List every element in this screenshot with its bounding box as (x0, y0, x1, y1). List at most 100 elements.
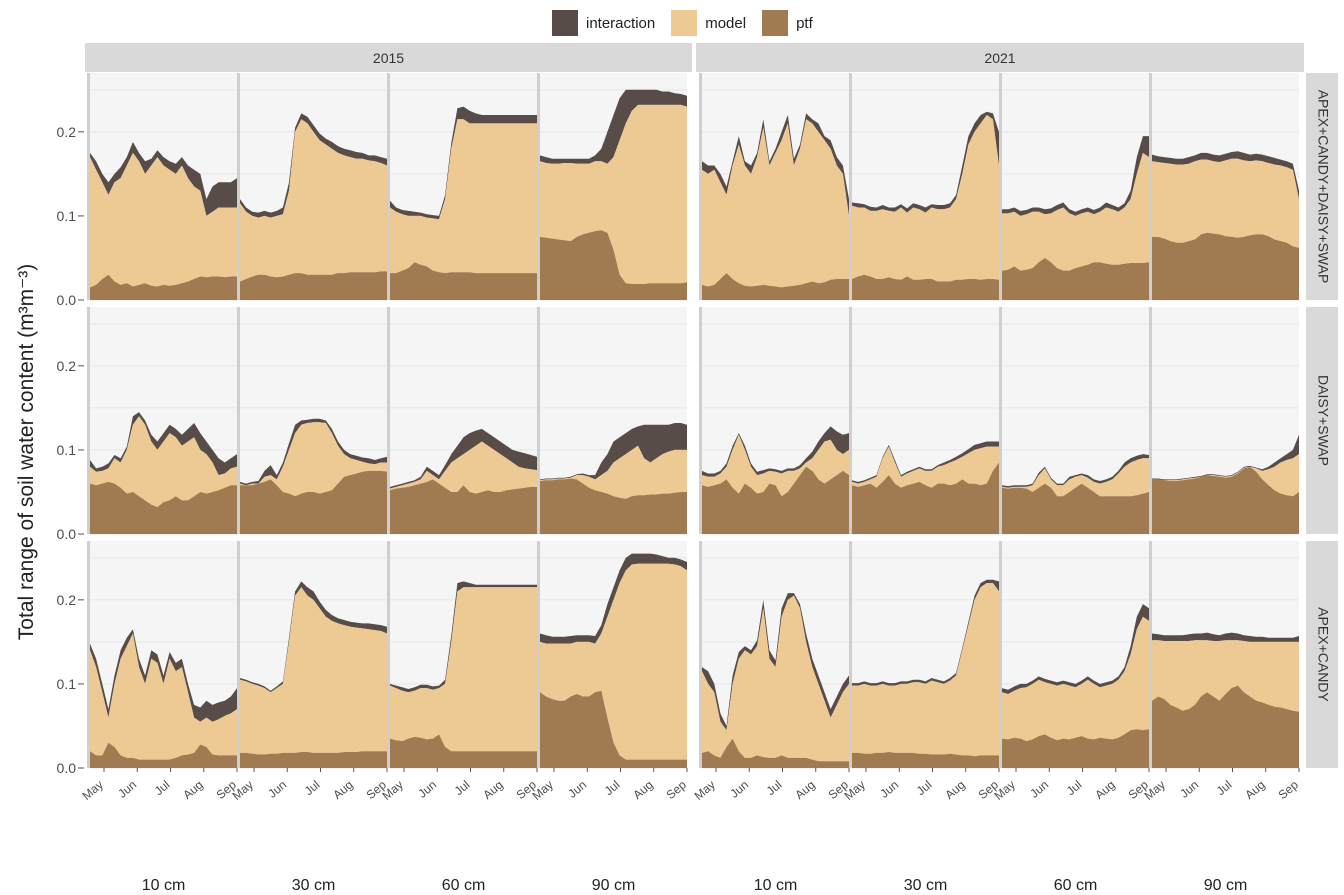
year-strip-2015 (85, 43, 692, 72)
depth-label: 10 cm (142, 877, 186, 894)
y-axis-title: Total range of soil water content (m³m⁻³… (15, 264, 38, 640)
x-tick-label: Aug (480, 778, 505, 802)
ptf-area (90, 274, 237, 300)
y-tick-label: 0.0 (57, 760, 77, 776)
panel-2-2021-90cm (1149, 541, 1299, 769)
model-area (1002, 616, 1149, 742)
row-strip-1 (1306, 307, 1338, 534)
model-area (1152, 158, 1299, 248)
panel-0-2021-10cm (699, 73, 849, 301)
depth-label: 60 cm (1054, 877, 1098, 894)
x-tick-label: Jul (914, 778, 935, 799)
model-area (90, 416, 237, 508)
x-tick-label: Jul (452, 778, 473, 799)
x-tick-label: Jul (764, 778, 785, 799)
ptf-area (702, 273, 849, 300)
depth-label: 90 cm (1204, 877, 1248, 894)
panel-1-2021-90cm (1149, 307, 1299, 535)
interaction-area (1152, 151, 1299, 200)
depth-label: 60 cm (442, 877, 486, 894)
x-tick-label: Sep (1276, 777, 1302, 802)
x-tick-label: Jun (727, 778, 751, 801)
x-tick-label: Jul (1214, 778, 1235, 799)
x-tick-label: Jun (1027, 778, 1051, 801)
x-tick-label: May (530, 778, 556, 803)
x-tick-label: Aug (330, 778, 355, 802)
ptf-area (390, 479, 537, 534)
interaction-area (540, 423, 687, 481)
model-area (240, 119, 387, 282)
y-tick-label: 0.0 (57, 292, 77, 308)
row-strip-0 (1306, 73, 1338, 300)
panel-2-2015-30cm (237, 541, 387, 769)
ptf-area (240, 470, 387, 534)
interaction-area (540, 553, 687, 644)
x-tick-label: May (380, 778, 406, 803)
ptf-area (852, 752, 999, 768)
x-tick-label: Aug (1092, 778, 1117, 802)
ptf-area (240, 751, 387, 768)
panel-0-2015-60cm (387, 73, 537, 301)
interaction-area (852, 441, 999, 484)
panel-1-2021-30cm (849, 307, 999, 535)
panel-2-2021-10cm (699, 541, 849, 769)
legend-label-model: model (705, 14, 747, 32)
model-area (390, 587, 537, 752)
x-tick-label: May (842, 778, 868, 803)
panel-2-2021-60cm (999, 541, 1149, 769)
legend-label-ptf: ptf (796, 14, 813, 32)
model-area (240, 422, 387, 497)
x-tick-label: Jun (265, 778, 289, 801)
interaction-area (1152, 632, 1299, 642)
x-tick-label: Jun (877, 778, 901, 801)
ptf-area (1152, 232, 1299, 300)
x-tick-label: Jun (1177, 778, 1201, 801)
interaction-area (390, 106, 537, 220)
model-area (702, 119, 849, 288)
y-tick-label: 0.1 (57, 676, 77, 692)
row-strip-label-2: APEX+CANDY (1315, 607, 1331, 702)
year-strip-label-2021: 2021 (984, 50, 1015, 66)
x-tick-label: May (80, 778, 106, 803)
ptf-area (852, 462, 999, 534)
panel-2-2021-30cm (849, 541, 999, 769)
panel-2-2015-10cm (87, 541, 237, 769)
ptf-area (90, 742, 237, 768)
x-tick-label: Jun (415, 778, 439, 801)
y-tick-label: 0.1 (57, 442, 77, 458)
interaction-area (90, 412, 237, 476)
x-tick-label: Aug (942, 778, 967, 802)
depth-label: 10 cm (754, 877, 798, 894)
row-strip-2 (1306, 541, 1338, 768)
legend-item-model: model (671, 10, 746, 36)
y-tick-label: 0.2 (57, 592, 77, 608)
year-strip-2021 (696, 43, 1304, 72)
model-area (1002, 152, 1149, 271)
x-tick-label: Jul (302, 778, 323, 799)
ptf-area (1002, 483, 1149, 534)
ptf-area (1152, 466, 1299, 534)
depth-label: 30 cm (904, 877, 948, 894)
panel-1-2015-10cm (87, 307, 237, 535)
interaction-area (540, 89, 687, 164)
y-tick-label: 0.1 (57, 208, 77, 224)
x-tick-label: Aug (792, 778, 817, 802)
depth-label: 90 cm (592, 877, 636, 894)
interaction-area (702, 593, 849, 731)
model-area (390, 441, 537, 494)
model-area (390, 119, 537, 274)
ptf-area (1002, 258, 1149, 300)
panel-0-2021-60cm (999, 73, 1149, 301)
panel-0-2021-30cm (849, 73, 999, 301)
ptf-area (1002, 729, 1149, 768)
x-tick-label: May (230, 778, 256, 803)
x-tick-label: Jul (602, 778, 623, 799)
ptf-area (90, 481, 237, 534)
model-area (702, 595, 849, 762)
panel-0-2015-90cm (537, 73, 687, 301)
legend-label-interaction: interaction (586, 14, 656, 32)
model-area (540, 445, 687, 499)
panel-1-2015-30cm (237, 307, 387, 535)
x-tick-label: Aug (630, 778, 655, 802)
